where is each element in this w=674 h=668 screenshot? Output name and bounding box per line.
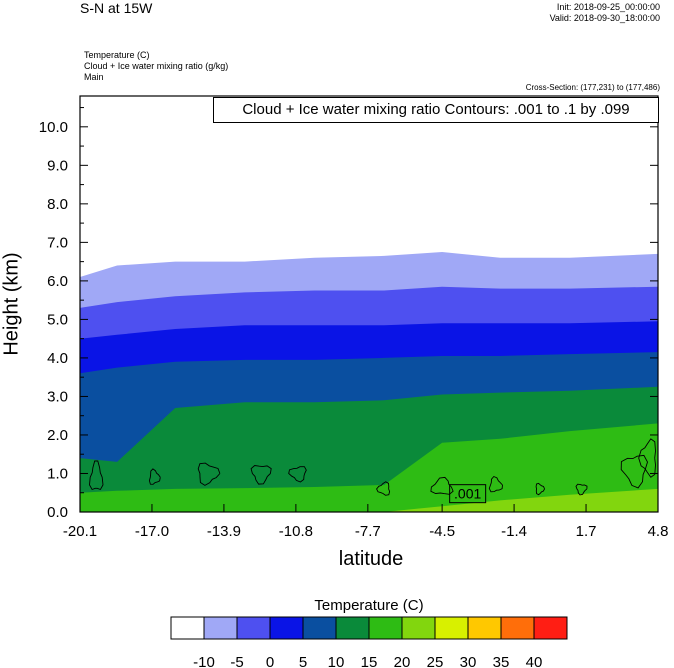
band-15-to-20 [80,423,658,512]
contour-label: .001 [454,486,481,502]
x-tick-label: -20.1 [63,523,97,540]
field-label-cloud-ice: Cloud + Ice water mixing ratio (g/kg) [84,61,229,71]
y-tick-label: 4.0 [47,350,68,367]
y-axis: 0.0 1.0 2.0 3.0 4.0 5.0 6.0 7.0 8.0 9.0 10.0 [39,107,658,521]
field-label-main: Main [84,72,104,82]
cross-section-label: Cross-Section: (177,231) to (177,486) [525,83,660,92]
cloud-contour [488,475,503,493]
cloud-contour [575,483,588,496]
cloud-contour [430,476,454,495]
cloud-contour [89,460,104,491]
colorbar-label: 25 [427,654,444,668]
plot-title: S-N at 15W [80,0,153,16]
y-tick-label: 2.0 [47,427,68,444]
init-time: Init: 2018-09-25_00:00:00 [556,2,660,12]
contour-info-box: Cloud + Ice water mixing ratio Contours:… [213,97,659,123]
y-axis-label: Height (km) [0,252,23,356]
colorbar-swatch [170,616,205,640]
contour-label-box [449,484,487,504]
x-axis-label: latitude [338,548,404,570]
cloud-contour [288,466,307,483]
y-tick-label: 5.0 [47,311,68,328]
colorbar-swatch [368,616,403,640]
field-label-temperature: Temperature (C) [84,50,150,60]
y-tick-label: 6.0 [47,273,68,290]
cloud-contour [250,465,272,485]
cloud-contour [376,481,391,496]
cloud-contour [197,462,221,486]
colorbar-swatch [203,616,238,640]
cloud-contour [620,454,648,489]
x-tick-label: 4.8 [648,523,669,540]
valid-time: Valid: 2018-09-30_18:00:00 [549,13,660,23]
colorbar-swatch [401,616,436,640]
cloud-contours: .001 [89,438,656,504]
y-tick-label: 8.0 [47,196,68,213]
colorbar-swatch [467,616,502,640]
colorbar-title: Temperature (C) [314,597,424,614]
y-tick-label: 7.0 [47,234,68,251]
colorbar-label: 15 [361,654,378,668]
x-tick-label: -13.9 [207,523,241,540]
y-tick-label: 9.0 [47,157,68,174]
y-tick-label: 3.0 [47,388,68,405]
colorbar-swatch [335,616,370,640]
colorbar-swatch [302,616,337,640]
colorbar-label: 40 [526,654,543,668]
colorbar-label: 35 [493,654,510,668]
x-tick-label: -4.5 [429,523,455,540]
x-tick-label: -17.0 [135,523,169,540]
colorbar-label: 10 [328,654,345,668]
y-tick-label: 0.0 [47,504,68,521]
cloud-contour [535,482,546,496]
x-tick-label: -7.7 [355,523,381,540]
cloud-contour [638,438,656,478]
colorbar-label: 20 [394,654,411,668]
y-tick-label: 10.0 [39,119,68,136]
colorbar-label: 0 [266,654,274,668]
colorbar-label: -5 [230,654,243,668]
band-20-to-25 [80,488,658,512]
x-tick-label: -10.8 [279,523,313,540]
x-tick-label: -1.4 [501,523,527,540]
cloud-contour [148,468,161,485]
colorbar-swatch [533,616,568,640]
colorbar-label: 30 [460,654,477,668]
colorbar-swatch [269,616,304,640]
colorbar-swatch [434,616,469,640]
plot-area [80,96,658,512]
y-tick-label: 1.0 [47,465,68,482]
colorbar-swatch [500,616,535,640]
colorbar-label: -10 [193,654,215,668]
x-tick-label: 1.7 [576,523,597,540]
colorbar: -10 -5 0 5 10 15 20 25 30 35 40 [170,616,568,668]
plot-frame [79,95,659,513]
colorbar-swatch [236,616,271,640]
colorbar-label: 5 [299,654,307,668]
x-axis: -20.1 -17.0 -13.9 -10.8 -7.7 -4.5 -1.4 1.7 4.8 [63,504,669,540]
